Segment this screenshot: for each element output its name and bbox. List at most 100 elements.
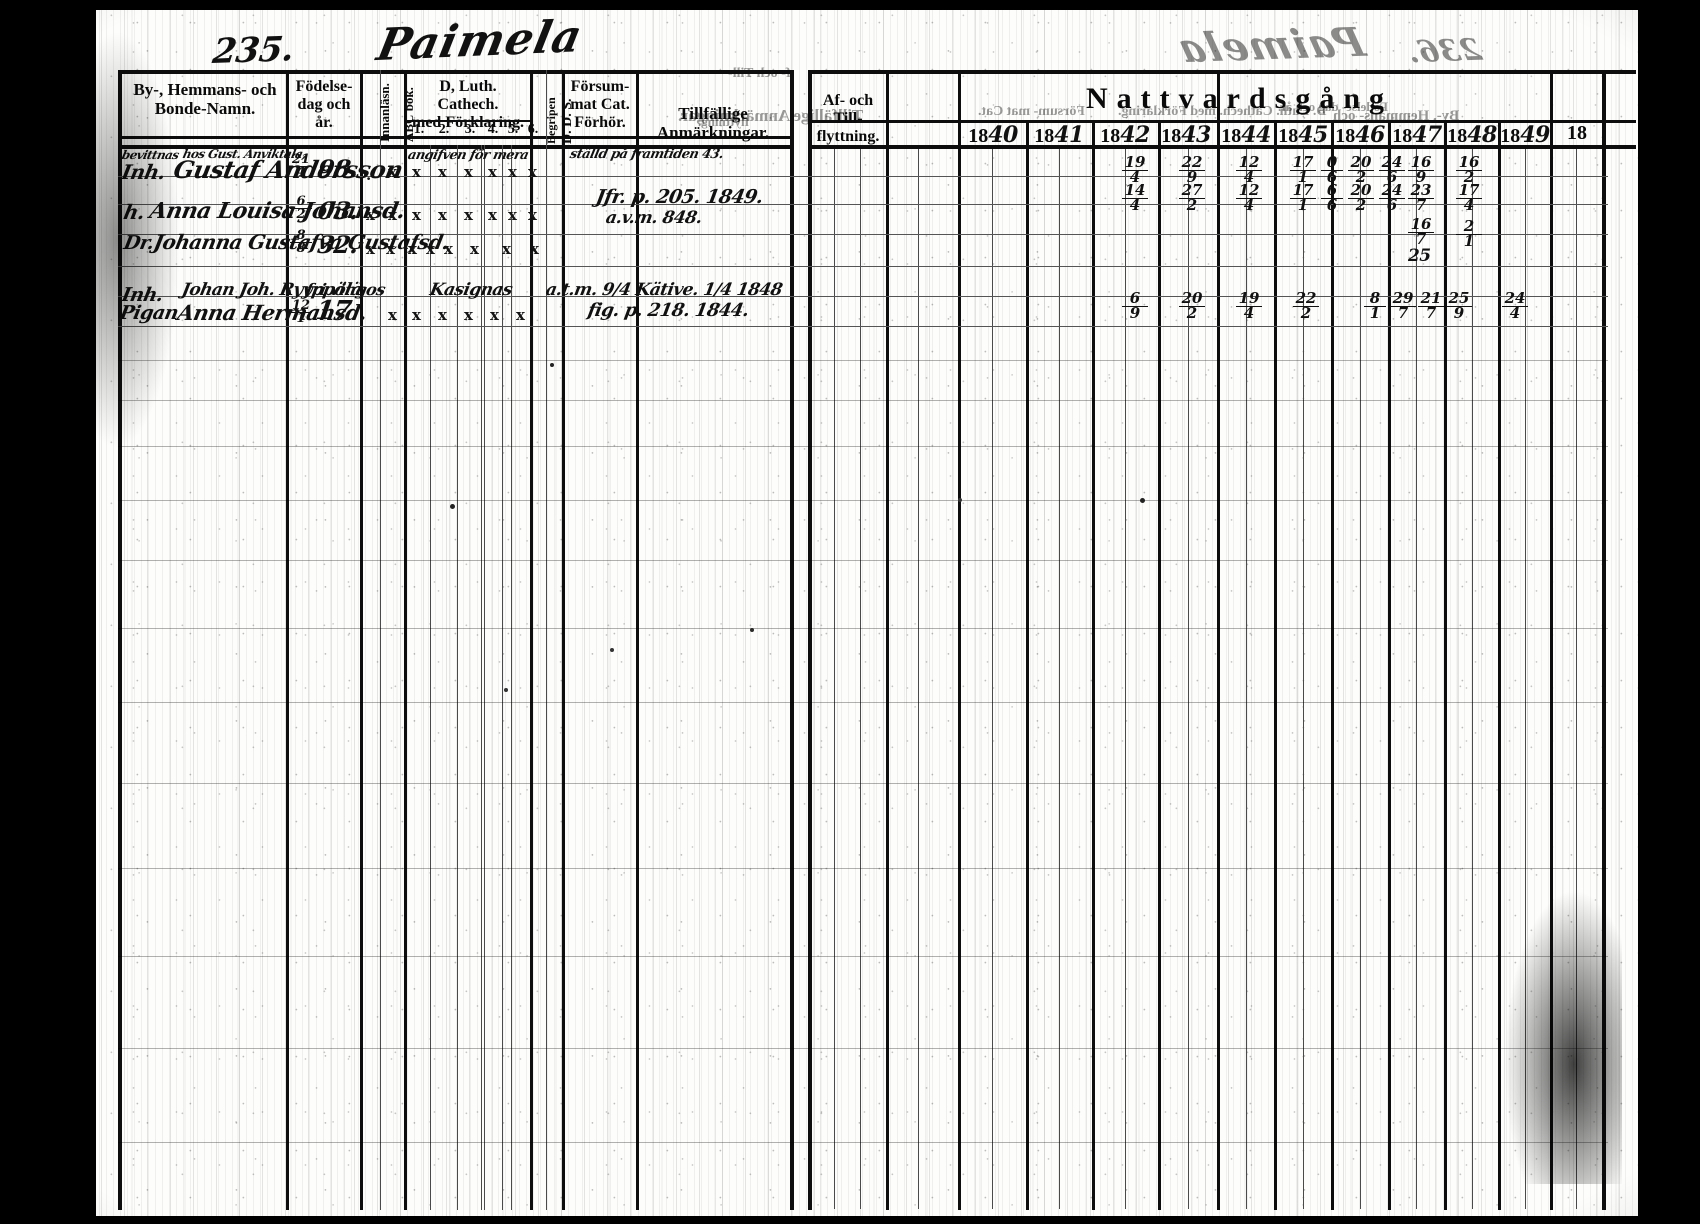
table-top-rule (118, 70, 790, 74)
year-prefix-1840: 18 (968, 125, 989, 147)
year-prefix-1847: 18 (1392, 125, 1413, 147)
right-col-rule-moving (886, 70, 889, 1210)
col-rule-cat-1 (430, 145, 431, 1210)
comm-r2-c18x-d: 4 (1456, 197, 1482, 213)
year-cell-1840: 1840 (962, 122, 1024, 148)
comm-r2-c1846-d: 4 (1236, 197, 1262, 213)
right-col-rule-y6 (1331, 120, 1334, 1210)
bleed-village-name: Paimela (1172, 18, 1370, 73)
header-birth-line1: Födelse- (295, 78, 353, 95)
right-col-rule-y3 (1158, 120, 1161, 1210)
sub-rule-c (918, 149, 919, 1209)
col-rule-begripen (546, 70, 547, 1210)
scan-border-top (0, 0, 1700, 10)
row0-note: ställd på framtiden 43. (568, 147, 725, 162)
header-neglect: Försum- mat Cat. Förhör. (565, 78, 635, 132)
col-rule-cat-4b (481, 145, 482, 1210)
year-cell-partial: 18 (1552, 122, 1602, 145)
row2-abc-mark: x (388, 206, 397, 224)
sub-rule-e (1059, 149, 1060, 1209)
row4-marks: Kasignas (428, 280, 514, 300)
year-prefix-1846: 18 (1335, 125, 1356, 147)
comm-r5-c1847-d: 2 (1293, 305, 1319, 321)
row2-birth-month: 2 (290, 207, 312, 221)
row5-cat-1: x (388, 306, 397, 324)
row-rule-16 (118, 956, 1608, 957)
year-prefix-1849: 18 (1500, 125, 1521, 147)
col-rule-dds-right (562, 70, 565, 1210)
year-prefix-1845: 18 (1278, 125, 1299, 147)
year-cell-1842: 1842 (1094, 122, 1156, 148)
right-table-top-rule (808, 70, 1636, 74)
row-rule-6 (118, 326, 1608, 327)
comm-r5-c1849a: 21 7 (1418, 291, 1444, 321)
row3-birth-month: 8 (290, 241, 312, 255)
right-col-rule-y9 (1498, 120, 1501, 1210)
year-prefix-1841: 18 (1034, 125, 1055, 147)
comm-r5-c1848b: 29 7 (1390, 291, 1416, 321)
col-rule-cat-4 (511, 145, 512, 1210)
row-rule-18 (118, 1142, 1608, 1143)
header-birth-line2: dag och (297, 95, 351, 113)
header-moving-line2: flyttning. (816, 127, 880, 145)
ink-speck-1 (550, 363, 554, 367)
row3-cat-6: x (530, 240, 539, 258)
ink-speck-3 (610, 648, 614, 652)
comm-r5-c18x-d: 4 (1502, 305, 1528, 321)
header-cat-col-2: 2. (438, 122, 450, 137)
row3-cat-4: x (470, 240, 479, 258)
row1-birth-year: 98. (315, 154, 361, 183)
year-digits-1843: 43 (1181, 122, 1211, 148)
bleed-misc-1: f- och Till- (728, 66, 791, 82)
row3-cat-3: x (444, 240, 453, 258)
ink-speck-6 (504, 688, 508, 692)
row5-cat-3: x (438, 306, 447, 324)
header-cat-col-6: 6. (527, 122, 539, 137)
col-rule-outer-left (118, 70, 122, 1210)
row3-cat-1: x (408, 240, 417, 258)
year-cell-1845: 1845 (1276, 122, 1330, 148)
comm-r2-c1845: 27 2 (1179, 183, 1205, 213)
header-birth: Födelse- dag och år. (288, 78, 360, 132)
row-rule-8 (118, 400, 1608, 401)
comm-r3-c1849: 16 7 (1408, 217, 1434, 247)
row5-cat-6: x (516, 306, 525, 324)
comm-r5-c1844: 6 9 (1122, 291, 1148, 321)
year-cell-1847: 1847 (1390, 122, 1444, 148)
header-birth-line3: år. (315, 113, 333, 131)
col-rule-cat-2 (457, 145, 458, 1210)
row-rule-9 (118, 446, 1608, 447)
row3-birth-date: 8 8 (290, 229, 312, 255)
sub-rule-a (834, 149, 835, 1209)
comm-r2-c1848a-d: 2 (1348, 197, 1374, 213)
comm-r4-c1849: 25 (1408, 246, 1431, 266)
comm-r5-c18x: 24 4 (1502, 291, 1528, 321)
row1-cat-5: x (508, 163, 517, 181)
header-cat-col-1: 1. (413, 122, 425, 137)
year-digits-1848: 48 (1467, 122, 1497, 148)
year-prefix-partial: 18 (1567, 122, 1587, 144)
year-digits-1842: 42 (1120, 122, 1150, 148)
comm-r5-c1849b: 25 9 (1446, 291, 1472, 321)
row5-prefix: Pigan (117, 302, 181, 324)
header-moving-line1: Af- och Till- (822, 92, 874, 127)
row2-cat-6: x (528, 206, 537, 224)
header-neglect-line1: Försum- (570, 78, 630, 95)
row3-abc-mark: x (386, 240, 395, 258)
row5-cat-2: x (412, 306, 421, 324)
ink-speck-4 (958, 498, 962, 502)
sub-rule-d (992, 149, 993, 1209)
row1-reading-mark: . (366, 166, 372, 184)
right-col-rule-y4 (1217, 70, 1220, 1210)
header-begripen: Begripen (544, 97, 558, 144)
row2-birth-date: 6 2 (290, 195, 312, 221)
comm-r3-c18x: 2 1 (1456, 219, 1482, 249)
comm-r5-c1845: 20 2 (1179, 291, 1205, 321)
header-names: By-, Hemmans- och Bonde-Namn. (126, 80, 284, 118)
row5-birth-year: 17 (313, 296, 354, 326)
comm-r5-c1847: 22 2 (1293, 291, 1319, 321)
comm-r2-c1848b: 24 6 (1379, 183, 1405, 213)
right-col-rule-y7 (1388, 120, 1391, 1210)
year-prefix-1843: 18 (1161, 125, 1182, 147)
comm-r5-c1848a: 8 1 (1364, 291, 1386, 321)
